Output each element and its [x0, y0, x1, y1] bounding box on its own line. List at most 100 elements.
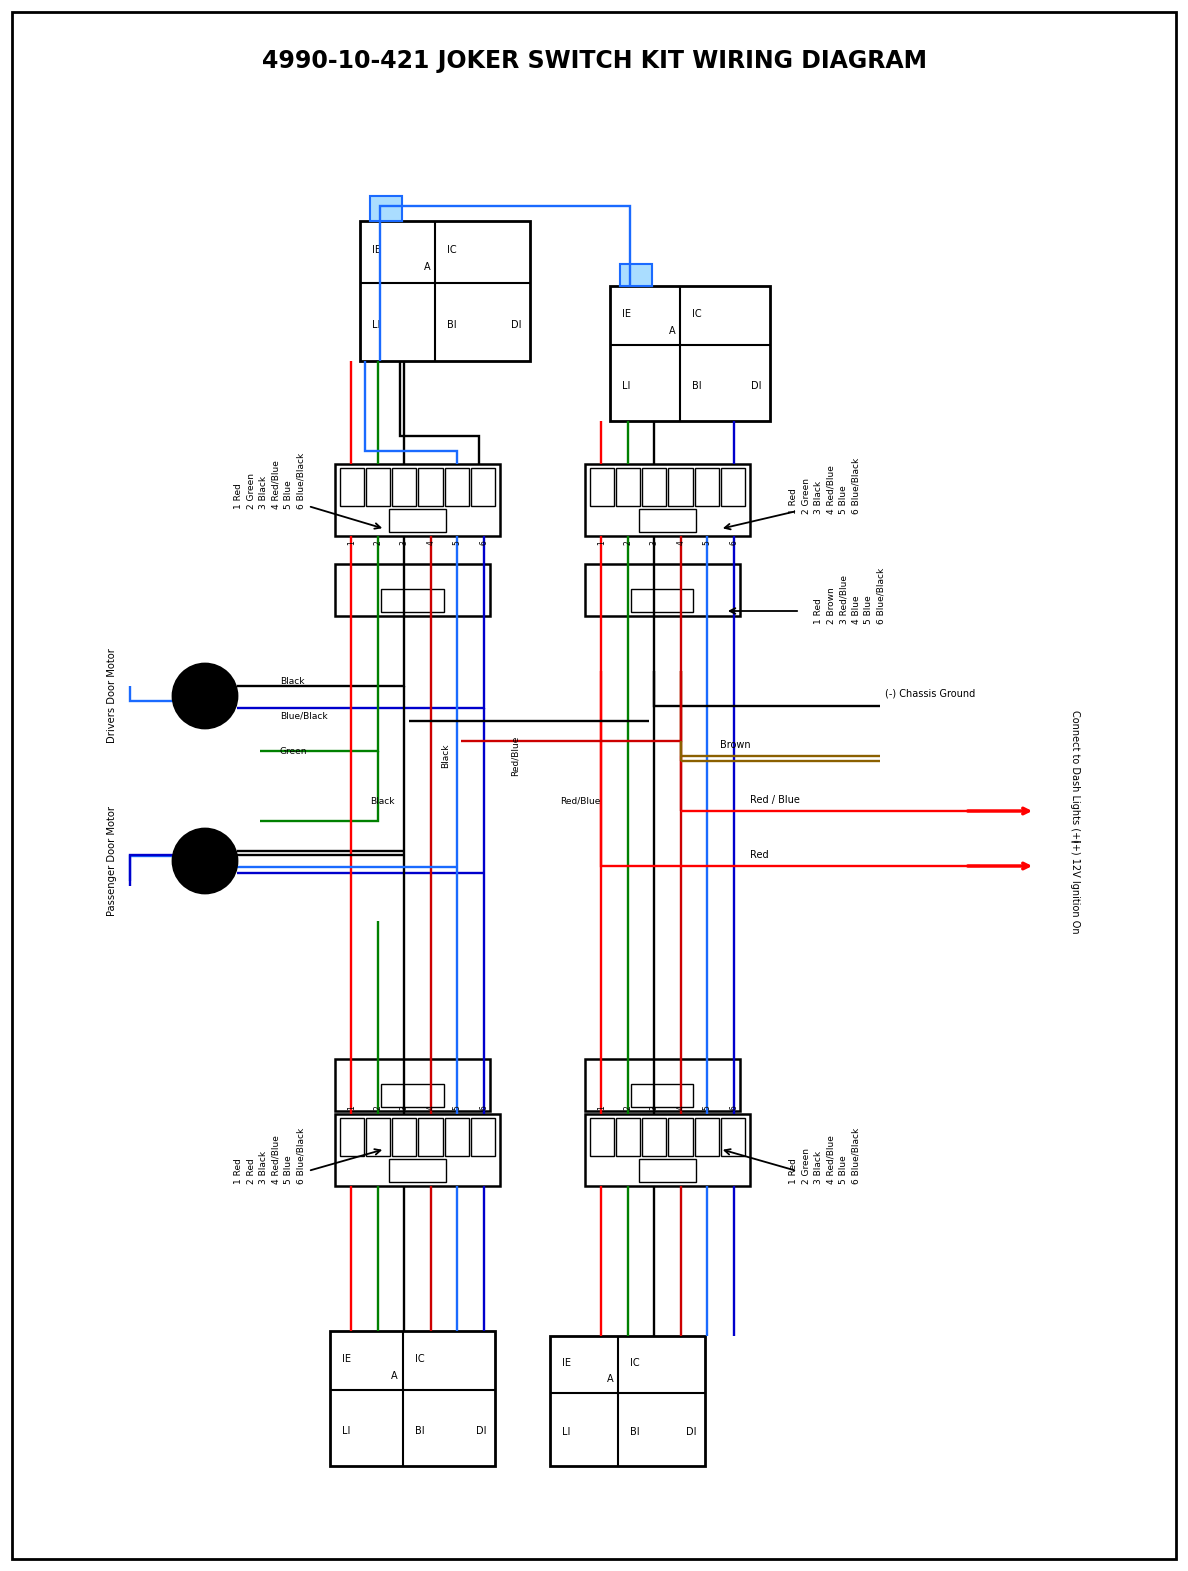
Bar: [392, 468, 417, 506]
Text: 2: 2: [624, 540, 632, 545]
Text: IE: IE: [623, 309, 631, 319]
Bar: [366, 468, 391, 506]
Text: 4: 4: [676, 1104, 685, 1111]
Text: 6: 6: [729, 1104, 738, 1111]
Bar: [335, 1114, 500, 1186]
Text: LI: LI: [562, 1426, 570, 1437]
Bar: [444, 468, 469, 506]
Bar: [444, 1119, 469, 1156]
Bar: [590, 468, 614, 506]
Text: 5: 5: [703, 540, 712, 545]
Bar: [335, 564, 489, 616]
Text: M: M: [197, 687, 214, 705]
Text: BI: BI: [693, 380, 702, 391]
Text: 5: 5: [703, 1104, 712, 1111]
Bar: [330, 1331, 495, 1466]
Bar: [620, 264, 652, 286]
Bar: [388, 509, 447, 533]
Text: 4: 4: [426, 1104, 435, 1111]
Bar: [360, 222, 530, 361]
Text: Connect to Dash Lights (+): Connect to Dash Lights (+): [1070, 710, 1080, 842]
Text: 5: 5: [453, 1104, 462, 1111]
Text: 1 Red
2 Brown
3 Red/Blue
4 Blue
5 Blue
6 Blue/Black: 1 Red 2 Brown 3 Red/Blue 4 Blue 5 Blue 6…: [814, 567, 886, 624]
Text: A: A: [607, 1375, 613, 1384]
Bar: [584, 1059, 740, 1111]
Text: BI: BI: [630, 1426, 640, 1437]
Bar: [721, 1119, 745, 1156]
Bar: [617, 468, 640, 506]
Text: IC: IC: [415, 1354, 424, 1364]
Text: DI: DI: [512, 319, 522, 330]
Text: 6: 6: [479, 1104, 488, 1111]
Text: 5: 5: [453, 540, 462, 545]
Text: 1 Red
2 Green
3 Black
4 Red/Blue
5 Blue
6 Blue/Black: 1 Red 2 Green 3 Black 4 Red/Blue 5 Blue …: [789, 457, 861, 514]
Text: IC: IC: [630, 1359, 640, 1368]
Text: IE: IE: [372, 245, 381, 256]
Text: LI: LI: [372, 319, 380, 330]
Bar: [470, 1119, 495, 1156]
Bar: [639, 509, 696, 533]
Text: Drivers Door Motor: Drivers Door Motor: [107, 649, 116, 743]
Bar: [643, 1119, 666, 1156]
Bar: [590, 1119, 614, 1156]
Text: 4990-10-421 JOKER SWITCH KIT WIRING DIAGRAM: 4990-10-421 JOKER SWITCH KIT WIRING DIAG…: [261, 49, 927, 72]
Text: IE: IE: [342, 1354, 350, 1364]
Bar: [632, 589, 694, 613]
Text: 3: 3: [399, 540, 409, 545]
Bar: [388, 1159, 447, 1181]
Text: LI: LI: [342, 1426, 350, 1436]
Bar: [643, 468, 666, 506]
Text: IC: IC: [447, 245, 456, 256]
Text: Passenger Door Motor: Passenger Door Motor: [107, 806, 116, 916]
Text: Red / Blue: Red / Blue: [750, 795, 800, 804]
Text: Brown: Brown: [720, 740, 751, 749]
Text: 4: 4: [426, 540, 435, 545]
Text: 1: 1: [347, 1106, 355, 1111]
Bar: [695, 468, 719, 506]
Text: LI: LI: [623, 380, 631, 391]
Bar: [369, 196, 402, 222]
Bar: [366, 1119, 391, 1156]
Text: Green: Green: [280, 746, 308, 756]
Bar: [418, 1119, 443, 1156]
Text: IC: IC: [693, 309, 702, 319]
Text: 6: 6: [729, 540, 738, 545]
Text: 6: 6: [479, 540, 488, 545]
Text: 2: 2: [373, 1106, 383, 1111]
Text: 1: 1: [596, 540, 606, 545]
Text: 4: 4: [676, 540, 685, 545]
Text: 1 Red
2 Green
3 Black
4 Red/Blue
5 Blue
6 Blue/Black: 1 Red 2 Green 3 Black 4 Red/Blue 5 Blue …: [234, 452, 305, 509]
Bar: [470, 468, 495, 506]
Text: BI: BI: [447, 319, 456, 330]
Text: 2: 2: [373, 540, 383, 545]
Text: A: A: [669, 325, 676, 336]
Text: A: A: [423, 262, 430, 272]
Text: Red/Blue: Red/Blue: [511, 735, 520, 776]
Bar: [639, 1159, 696, 1181]
Text: Black: Black: [441, 743, 450, 768]
Text: IE: IE: [562, 1359, 571, 1368]
Circle shape: [173, 665, 236, 727]
Text: DI: DI: [687, 1426, 697, 1437]
Text: Red: Red: [750, 850, 769, 859]
Text: Blue/Black: Blue/Black: [280, 712, 328, 721]
Bar: [340, 1119, 365, 1156]
Bar: [584, 564, 740, 616]
Text: M: M: [197, 851, 214, 870]
Bar: [695, 1119, 719, 1156]
Text: (+) 12V Ignition On: (+) 12V Ignition On: [1070, 839, 1080, 933]
Text: Black: Black: [369, 796, 394, 806]
Bar: [392, 1119, 417, 1156]
Bar: [418, 468, 443, 506]
Text: 1: 1: [347, 540, 355, 545]
Text: DI: DI: [752, 380, 762, 391]
Text: 1 Red
2 Red
3 Black
4 Red/Blue
5 Blue
6 Blue/Black: 1 Red 2 Red 3 Black 4 Red/Blue 5 Blue 6 …: [234, 1128, 305, 1185]
Bar: [584, 1114, 750, 1186]
Text: 3: 3: [650, 540, 659, 545]
Bar: [609, 286, 770, 421]
Bar: [584, 463, 750, 536]
Text: (-) Chassis Ground: (-) Chassis Ground: [885, 688, 975, 698]
Bar: [632, 1084, 694, 1108]
Text: 3: 3: [650, 1104, 659, 1111]
Bar: [721, 468, 745, 506]
